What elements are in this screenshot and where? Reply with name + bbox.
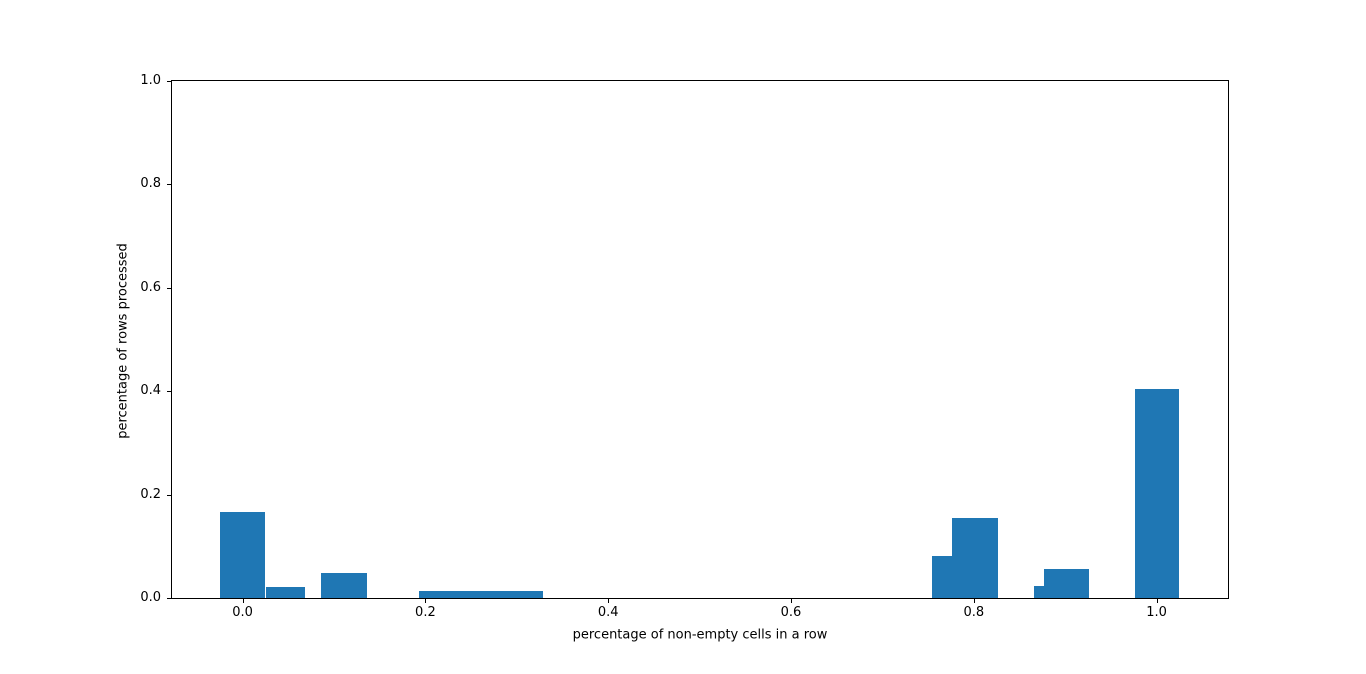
x-tick-mark [791, 599, 792, 603]
x-tick-mark [425, 599, 427, 603]
histogram-bar [951, 518, 998, 598]
histogram-bar [321, 573, 367, 598]
histogram-bar [1044, 569, 1089, 598]
y-tick-mark [167, 391, 171, 393]
histogram-bar [219, 511, 266, 598]
histogram-bar [1134, 389, 1180, 598]
histogram-bar [265, 586, 305, 598]
histogram-bar [931, 555, 952, 598]
y-tick-label: 0.0 [140, 590, 161, 605]
bars-layer [172, 81, 1228, 598]
y-tick-label: 0.6 [140, 279, 161, 295]
x-tick-label: 0.8 [963, 605, 985, 620]
x-axis-label: percentage of non-empty cells in a row [572, 627, 828, 643]
y-tick-mark [167, 81, 171, 82]
x-tick-mark [973, 599, 975, 603]
y-axis-label: percentage of rows processed [115, 243, 131, 439]
x-tick-mark [608, 599, 610, 603]
y-tick-mark [167, 184, 171, 186]
x-tick-label: 0.4 [597, 605, 619, 620]
x-tick-mark [1156, 599, 1158, 603]
y-tick-label: 1.0 [140, 73, 161, 88]
y-tick-mark [167, 598, 171, 599]
histogram-bar [419, 591, 544, 598]
y-tick-mark [167, 494, 171, 496]
x-tick-label: 0.6 [780, 605, 802, 620]
x-tick-label: 1.0 [1146, 605, 1167, 620]
y-tick-label: 0.2 [140, 486, 161, 502]
plot-area [171, 80, 1229, 599]
x-tick-mark [242, 599, 244, 603]
x-tick-label: 0.2 [415, 605, 436, 620]
y-tick-label: 0.4 [140, 383, 161, 399]
histogram-bar [1034, 586, 1045, 598]
y-tick-label: 0.8 [140, 176, 161, 192]
x-tick-label: 0.0 [232, 605, 253, 620]
y-tick-mark [167, 287, 171, 289]
